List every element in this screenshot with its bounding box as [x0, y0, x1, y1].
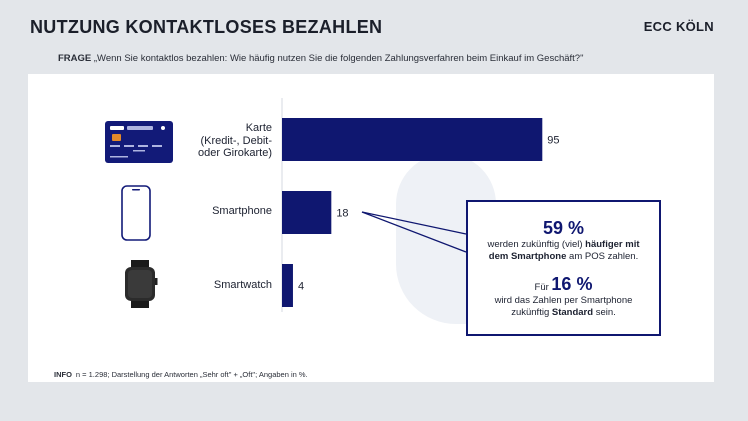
callout-pointer: [361, 211, 467, 235]
bar-value-label: 18: [336, 208, 348, 220]
info-text: n = 1.298; Darstellung der Antworten „Se…: [75, 370, 308, 379]
bar-value-label: 95: [547, 135, 559, 147]
callout-value-59: 59 %: [542, 218, 585, 238]
smartwatch-icon: [125, 260, 158, 308]
question-text: „Wenn Sie kontaktlos bezahlen: Wie häufi…: [93, 53, 584, 64]
bar-value-label: 4: [298, 281, 304, 293]
category-label: Smartphone: [212, 205, 272, 217]
brand-logo-text: ECC KÖLN: [643, 19, 714, 34]
bar-2: [282, 191, 332, 234]
chart-panel: 95 18 4: [28, 74, 714, 382]
credit-card-icon: [105, 121, 173, 163]
question-label: FRAGE: [58, 53, 92, 64]
callout-pointer: [361, 211, 467, 253]
info-label: INFO: [54, 370, 72, 379]
callout-line-16: Für 16 %: [534, 274, 593, 294]
callout-text-1: werden zukünftig (viel) häufiger mit dem…: [487, 239, 640, 262]
smartphone-icon: [121, 185, 151, 241]
bar-chart: 95 18 4: [105, 98, 560, 312]
callout-value-16: 16 %: [551, 274, 593, 294]
category-label: Smartwatch: [213, 279, 272, 291]
callout-text-2: wird das Zahlen per Smartphone zukünftig…: [494, 295, 633, 318]
survey-question: FRAGE „Wenn Sie kontaktlos bezahlen: Wie…: [58, 53, 583, 64]
bar-3: [282, 264, 293, 307]
footnote: INFO n = 1.298; Darstellung der Antworten…: [54, 370, 308, 379]
category-label: Karte (Kredit-, Debit- oder Girokarte): [198, 122, 272, 159]
page-title: NUTZUNG KONTAKTLOSES BEZAHLEN: [30, 17, 383, 37]
callout-box: 59 % werden zukünftig (viel) häufiger mi…: [466, 200, 661, 336]
bar-1: [282, 118, 543, 161]
